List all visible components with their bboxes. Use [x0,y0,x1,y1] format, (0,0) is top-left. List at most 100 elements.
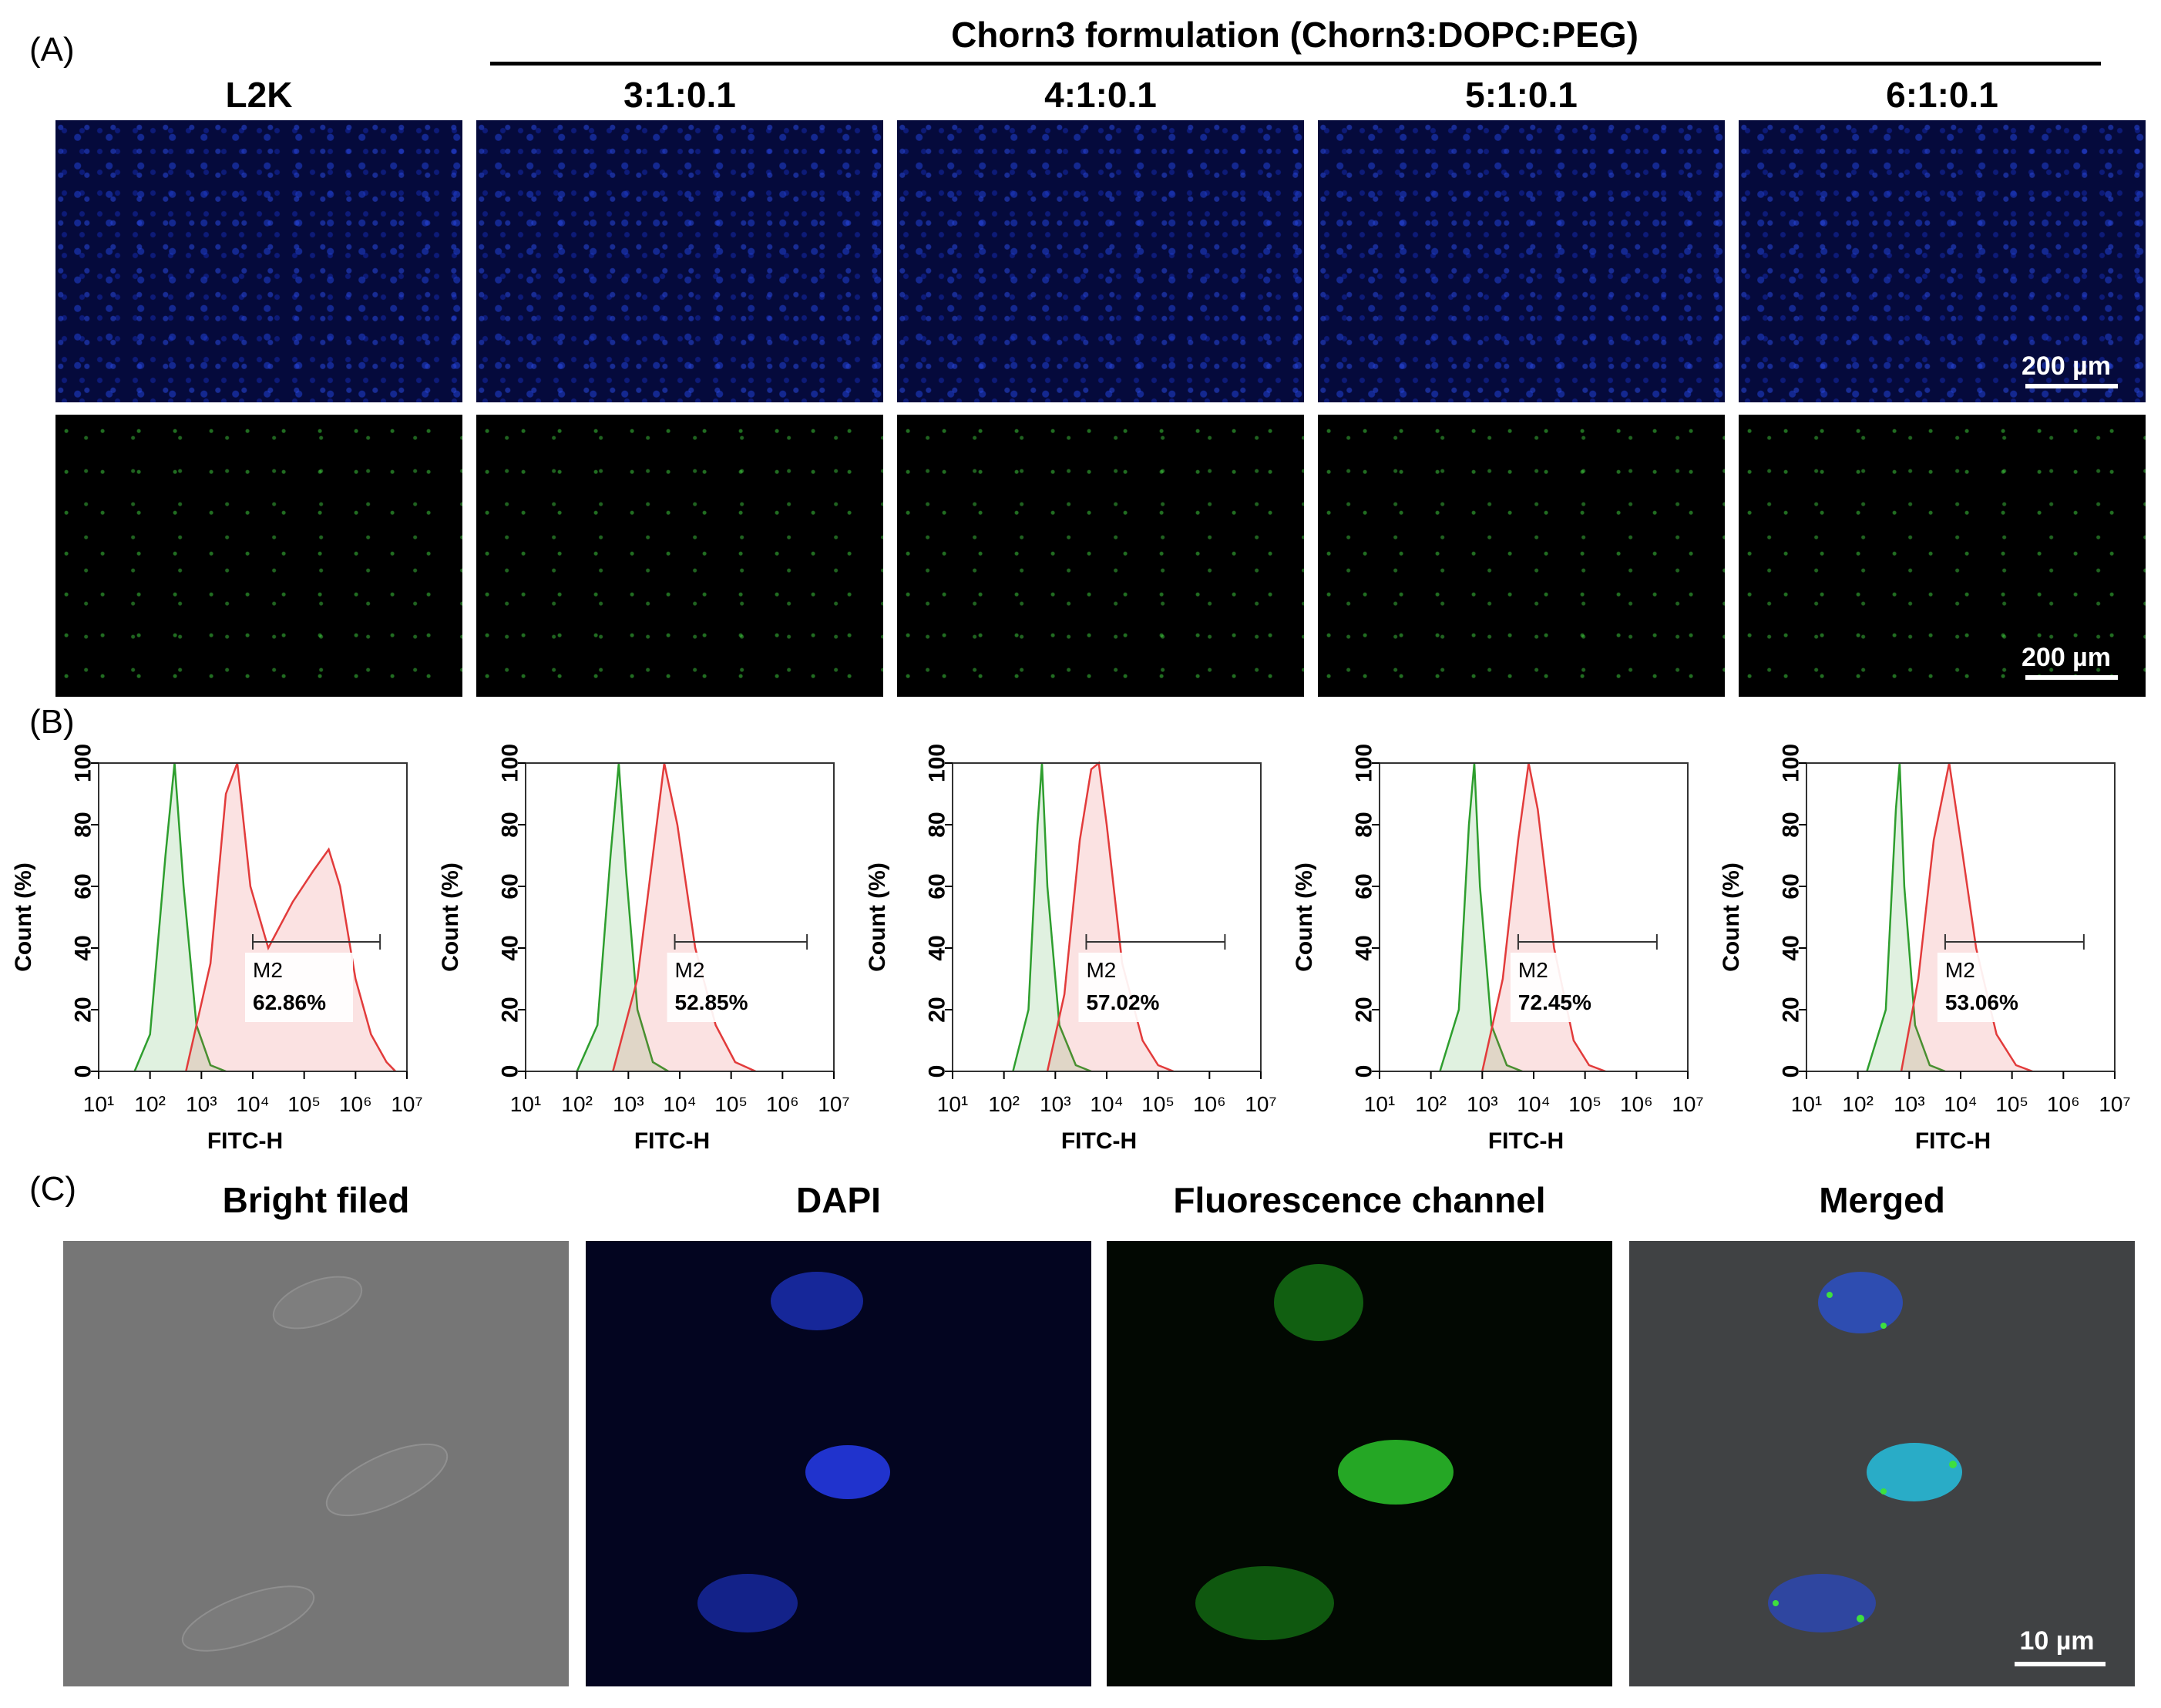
x-tick-label: 10¹ [83,1092,114,1116]
histogram-3: 0 20 40 60 80 100 10¹ 10² 10³ 10⁴ 10⁵ 10⁶ 10⁷ FITC-H C… [865,744,1277,1154]
histogram-5-series-1-line [1866,762,1946,1073]
x-tick-label: 10⁶ [2047,1092,2080,1116]
y-tick-label: 100 [71,744,96,782]
x-tick-label: 10⁴ [1944,1092,1977,1116]
histogram-3-series-1-fill [1013,763,1091,1071]
gate-name: M2 [253,958,283,982]
y-axis-label: Count (%) [1719,862,1744,972]
gate-label-box [667,953,775,1022]
y-tick-label: 20 [71,997,96,1022]
x-tick-label: 10⁶ [1620,1092,1653,1116]
column-title-l2k: L2K [225,75,293,115]
histogram-2-series-2-fill [613,763,756,1071]
y-tick-label: 0 [1352,1065,1377,1078]
panel-a-label: (A) [29,31,75,69]
y-tick-label: 60 [71,873,96,899]
y-tick-label: 0 [71,1065,96,1078]
y-tick-label: 40 [925,935,950,960]
histogram-5-series-2-fill [1901,763,2033,1071]
y-tick-label: 80 [71,812,96,837]
histogram-1-series-2-line [185,762,397,1072]
scale-bar-row1 [2025,384,2118,388]
x-tick-label: 10⁷ [391,1092,422,1116]
x-axis-label: FITC-H [1061,1128,1137,1154]
gate-percentage: 52.85% [675,990,748,1014]
x-tick-label: 10³ [1894,1092,1924,1116]
micrograph-green-l2k [55,415,462,697]
x-axis-label: FITC-H [634,1128,710,1154]
y-tick-label: 60 [1779,873,1804,899]
image-dapi [586,1241,1091,1686]
x-tick-label: 10⁵ [714,1092,748,1116]
x-axis-label: FITC-H [1915,1128,1991,1154]
group-bracket-line [490,62,2101,66]
x-tick-label: 10⁶ [766,1092,799,1116]
micrograph-green-4-1 [897,415,1304,697]
scale-bar-panel-c [2015,1662,2106,1666]
y-tick-label: 80 [1352,812,1377,837]
merged-cells [1768,1272,1962,1632]
histogram-4-series-1-line [1439,762,1523,1073]
x-tick-label: 10³ [186,1092,217,1116]
histogram-2: 0 20 40 60 80 100 10¹ 10² 10³ 10⁴ 10⁵ 10⁶ 10⁷ FITC-H C… [438,744,850,1154]
histogram-1-series-1-line [133,762,227,1073]
histogram-3-series-2-line [1046,761,1175,1073]
y-axis-label: Count (%) [11,862,36,972]
fluorescence-cells [1195,1264,1454,1640]
histogram-1-series-2-fill [186,763,396,1071]
y-tick-label: 20 [1779,997,1804,1022]
x-tick-label: 10³ [613,1092,644,1116]
y-tick-label: 40 [1352,935,1377,960]
y-tick-label: 100 [1352,744,1377,782]
x-tick-label: 10³ [1040,1092,1070,1116]
y-tick-label: 20 [1352,997,1377,1022]
x-tick-label: 10⁴ [1517,1092,1550,1116]
x-axis-label: FITC-H [1488,1128,1564,1154]
x-tick-label: 10² [1415,1092,1446,1116]
column-title-fluorescence: Fluorescence channel [1173,1180,1546,1220]
gate-percentage: 53.06% [1945,990,2018,1014]
x-tick-label: 10⁷ [1245,1092,1276,1116]
y-tick-label: 80 [925,812,950,837]
x-tick-label: 10³ [1467,1092,1497,1116]
x-tick-label: 10⁷ [1672,1092,1703,1116]
x-tick-label: 10¹ [1364,1092,1395,1116]
y-tick-label: 40 [71,935,96,960]
y-tick-label: 100 [1779,744,1804,782]
x-tick-label: 10² [561,1092,592,1116]
image-fluorescence-channel [1107,1241,1612,1686]
x-tick-label: 10⁴ [663,1092,696,1116]
gate-percentage: 72.45% [1518,990,1591,1014]
image-merged: 10 µm [1629,1241,2135,1686]
x-tick-label: 10⁵ [1568,1092,1601,1116]
micrograph-merged-6-1: 200 µm [1739,120,2146,402]
x-tick-label: 10¹ [510,1092,541,1116]
y-tick-label: 20 [498,997,523,1022]
x-tick-label: 10¹ [1791,1092,1822,1116]
histogram-5-series-2-line [1900,762,2033,1073]
y-tick-label: 60 [1352,873,1377,899]
gate-label-box [1937,953,2045,1022]
column-title-bright-field: Bright filed [222,1180,410,1220]
x-tick-label: 10⁶ [1193,1092,1226,1116]
y-axis-label: Count (%) [1292,862,1317,972]
y-tick-label: 60 [498,873,523,899]
x-tick-label: 10² [988,1092,1019,1116]
panel-c-label: (C) [29,1170,77,1208]
x-tick-label: 10⁶ [339,1092,372,1116]
gate-name: M2 [1086,958,1116,982]
image-bright-field [63,1241,569,1686]
column-title-3-1: 3:1:0.1 [623,75,736,115]
histogram-4: 0 20 40 60 80 100 10¹ 10² 10³ 10⁴ 10⁵ 10⁶ 10⁷ FITC-H C… [1292,744,1704,1154]
micrograph-merged-4-1 [897,120,1304,402]
column-title-4-1: 4:1:0.1 [1044,75,1157,115]
y-tick-label: 0 [925,1065,950,1078]
y-tick-label: 80 [1779,812,1804,837]
gate-name: M2 [675,958,705,982]
histogram-1: 0 20 40 60 80 100 10¹ 10² 10³ 10⁴ 10⁵ 10⁶ 10⁷ FITC-H C… [11,744,423,1154]
histogram-2-series-2-line [612,762,757,1073]
gate-name: M2 [1518,958,1548,982]
flow-cytometry-histograms: 0 20 40 60 80 100 10¹ 10² 10³ 10⁴ 10⁵ 10⁶ 10⁷ FITC-H C… [0,740,2161,1172]
histogram-4-series-2-line [1481,762,1606,1073]
